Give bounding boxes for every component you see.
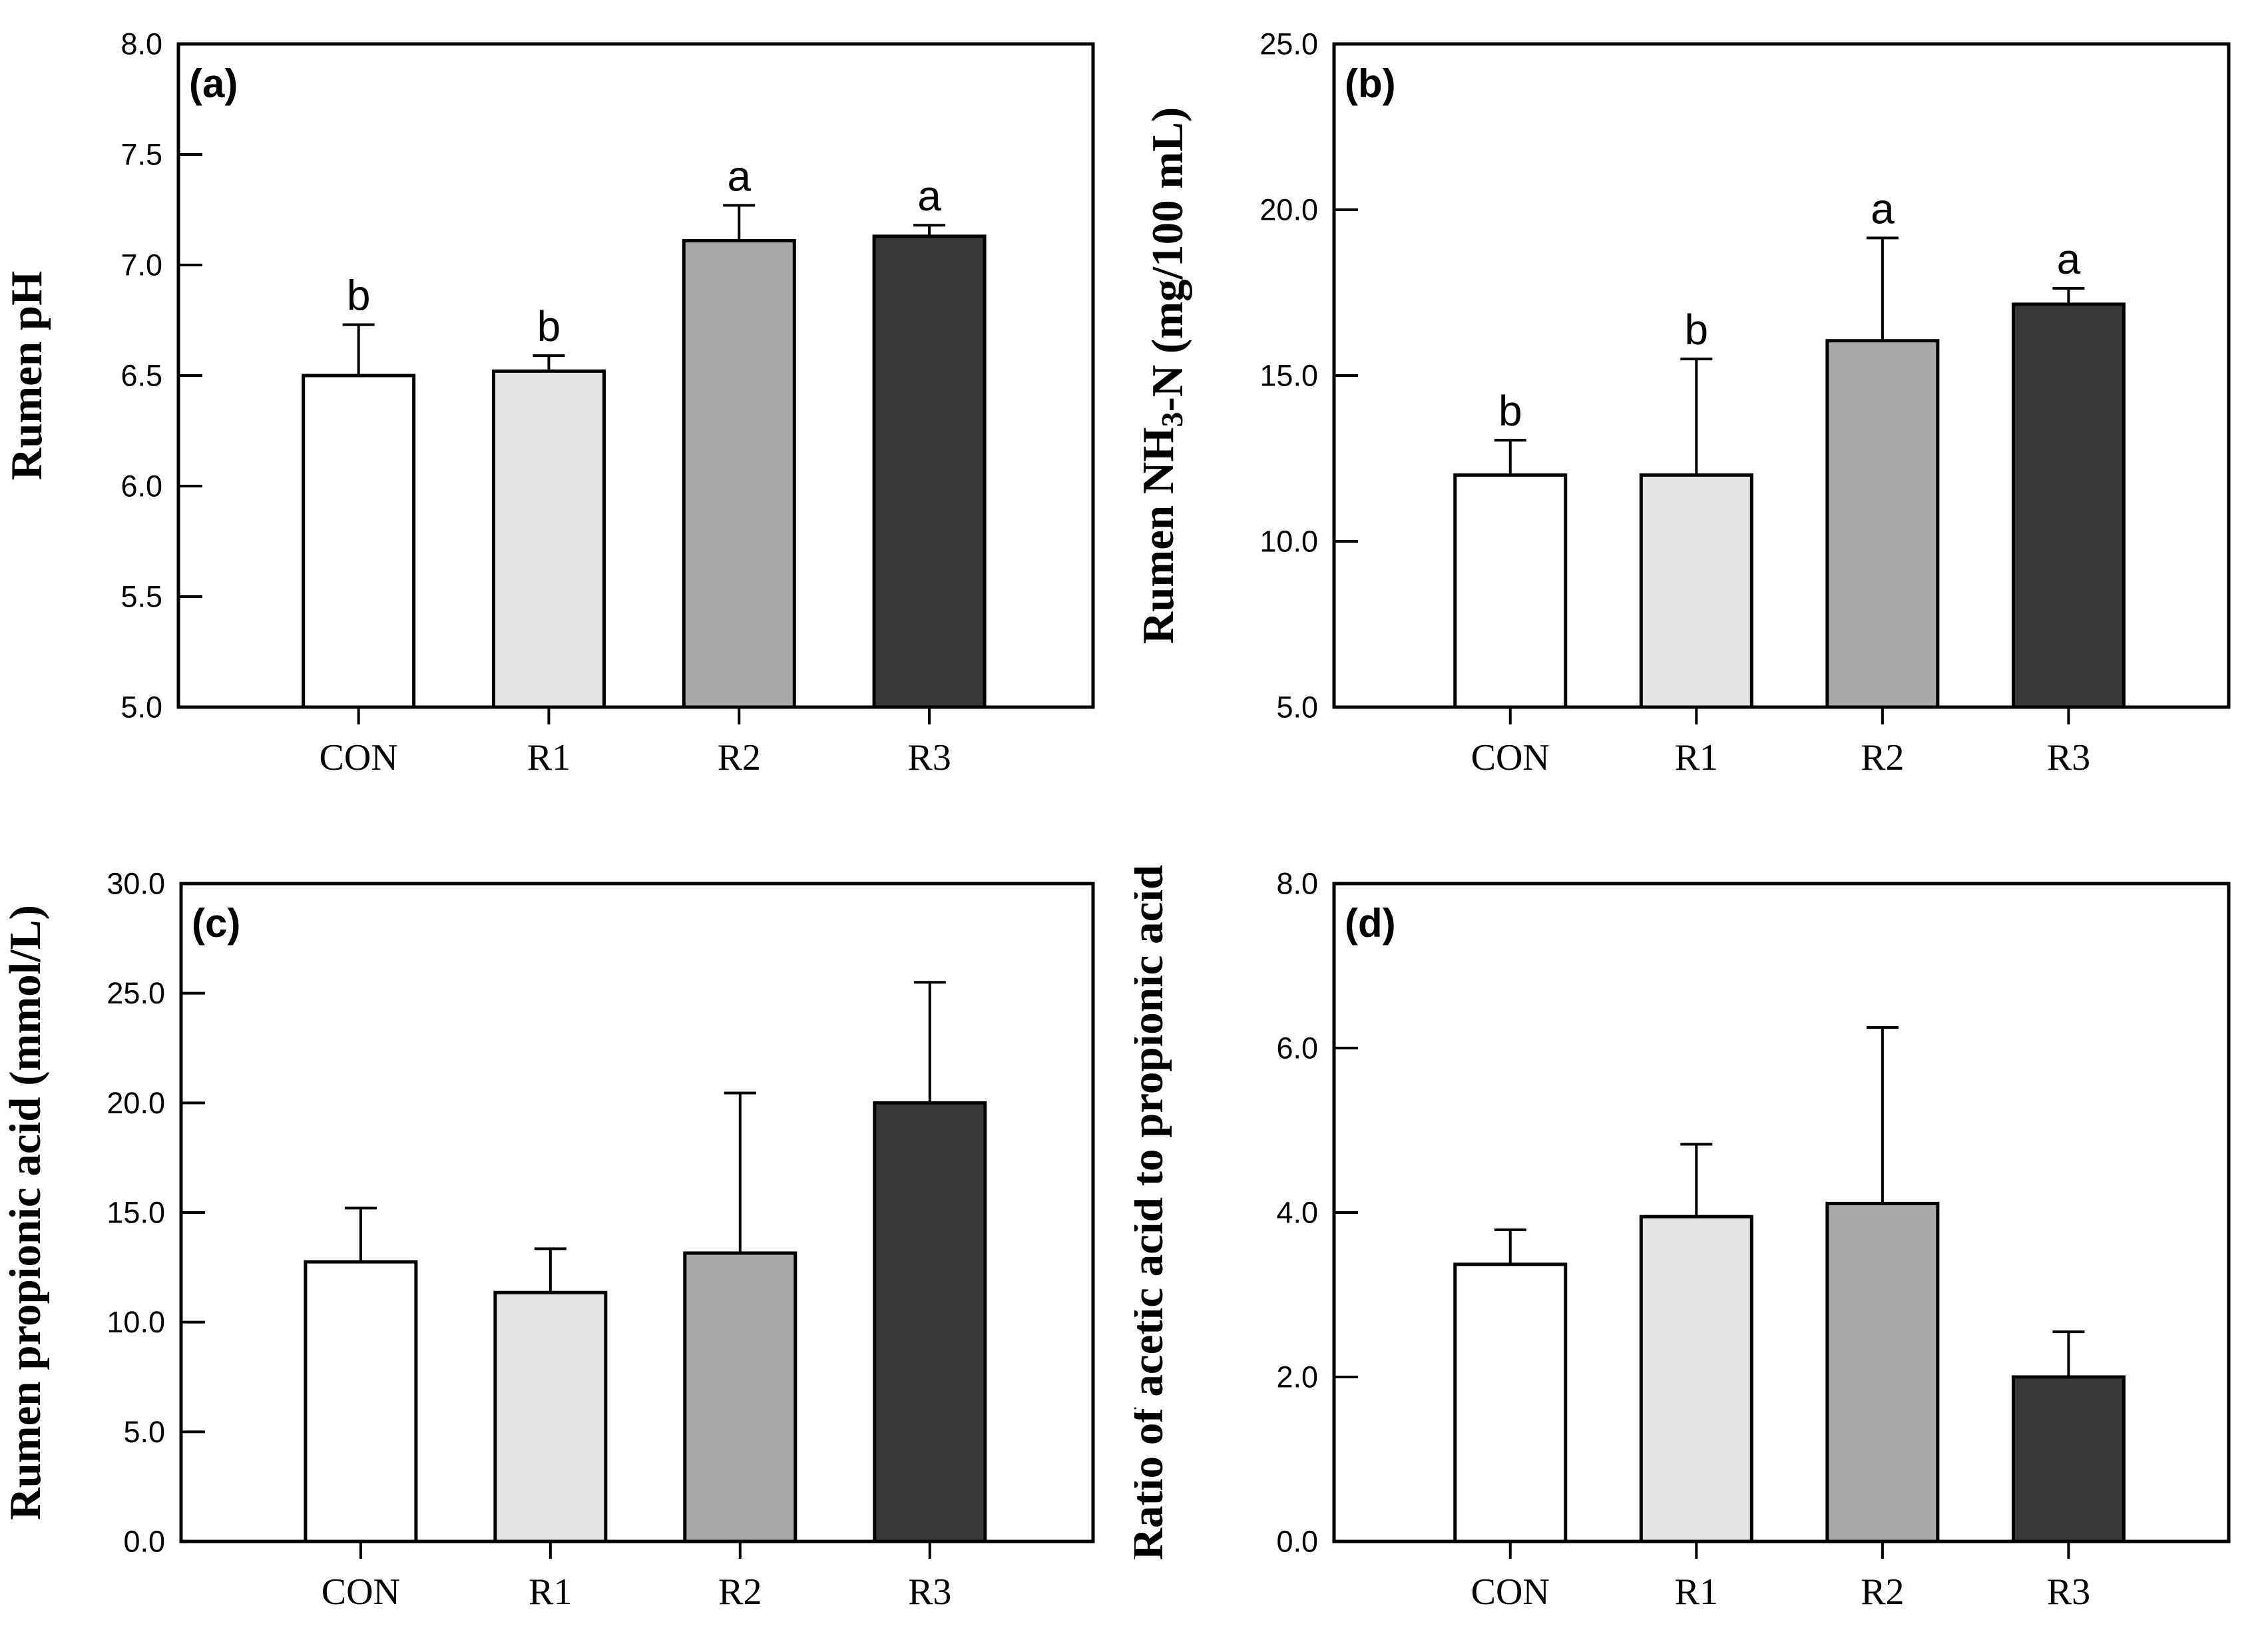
bar-CON [1453,473,1567,709]
significance-letter: b [537,302,561,350]
panel-label: (d) [1345,901,1396,946]
y-axis-title: Ratio of acetic acid to propionic acid [1134,865,1172,1561]
y-tick-label: 25.0 [1259,27,1318,61]
plot-frame [1332,882,2230,1543]
significance-letter: a [2056,235,2080,283]
y-tick-label: 5.0 [123,1415,165,1449]
y-tick-label: 0.0 [123,1525,165,1559]
y-tick-label: 6.0 [1276,1031,1318,1065]
panel-a-chart: 5.0 5.5 6.0 6.5 7.0 7.5 8.0 b CON b R1 a R2 a R3 (a) Rum… [2,27,1095,778]
y-axis-title: Rumen propionic acid (mmol/L) [1,905,50,1520]
y-axis-title: Rumen pH [2,271,51,481]
x-category-label: R1 [529,1571,572,1613]
x-category-label: R2 [1861,1571,1904,1613]
plot-frame [176,42,1095,709]
x-category-label: CON [320,737,398,778]
panel-b-chart: 5.0 10.0 15.0 20.0 25.0 b CON b R1 a R2 a R3 (b) Rumen… [1134,27,2230,778]
x-category-label: R2 [718,737,761,778]
x-category-label: R1 [1674,737,1717,778]
panel-label: (c) [192,901,240,946]
panel-b: 5.0 10.0 15.0 20.0 25.0 b CON b R1 a R2 a R3 (b) Rumen… [1134,0,2268,819]
x-category-label: R3 [2046,737,2090,778]
y-tick-label: 25.0 [107,976,165,1010]
bar-R2 [1825,1201,1939,1543]
y-tick-label: 20.0 [107,1086,165,1120]
y-tick-label: 2.0 [1276,1360,1318,1394]
bar-R1 [491,369,606,709]
significance-letter: b [1498,387,1522,435]
panel-label: (a) [189,61,238,106]
y-tick-label: 8.0 [120,27,162,61]
y-axis-title: Rumen NH3-N (mg/100 mL) [1134,107,1192,644]
x-category-label: R3 [2046,1571,2090,1613]
plot-frame [179,882,1095,1543]
x-category-label: CON [1471,737,1549,778]
panel-label: (b) [1345,61,1396,106]
bar-CON [304,1260,418,1543]
y-tick-label: 7.0 [120,248,162,282]
bar-R1 [1639,473,1753,709]
x-category-label: R2 [718,1571,762,1613]
significance-letter: a [727,152,751,200]
y-tick-label: 8.0 [1276,867,1318,901]
y-tick-label: 4.0 [1276,1196,1318,1230]
bar-R3 [872,234,987,709]
y-tick-label: 30.0 [107,867,165,901]
bar-CON [1453,1262,1567,1543]
panel-d-chart: 0.0 2.0 4.0 6.0 8.0 CON R1 R2 R3 (d) Ratio of acet… [1134,865,2230,1613]
y-tick-label: 15.0 [107,1196,165,1230]
y-tick-label: 20.0 [1259,193,1318,227]
x-category-label: R1 [527,737,570,778]
bar-R3 [2011,1375,2126,1543]
x-category-label: R2 [1861,737,1904,778]
bar-R1 [1639,1215,1753,1543]
x-category-label: R1 [1674,1571,1717,1613]
panel-c: 0.0 5.0 10.0 15.0 20.0 25.0 30.0 CON R1 R2 R3 (c) Ru… [0,819,1134,1638]
y-tick-label: 6.0 [120,469,162,503]
y-tick-label: 7.5 [120,138,162,172]
bar-R2 [1825,339,1939,709]
bar-R1 [493,1290,608,1543]
y-tick-label: 0.0 [1276,1525,1318,1559]
significance-letter: b [347,272,371,320]
plot-frame [1332,42,2230,709]
bar-R2 [683,1251,797,1543]
y-tick-label: 5.5 [120,580,162,614]
panel-d: 0.0 2.0 4.0 6.0 8.0 CON R1 R2 R3 (d) Ratio of acet… [1134,819,2268,1638]
bar-R3 [873,1101,987,1543]
significance-letter: a [1871,184,1895,232]
bar-R2 [682,238,796,709]
y-tick-label: 5.0 [120,690,162,724]
y-tick-label: 15.0 [1259,359,1318,393]
y-tick-label: 10.0 [107,1305,165,1339]
panel-c-chart: 0.0 5.0 10.0 15.0 20.0 25.0 30.0 CON R1 R2 R3 (c) Ru… [1,867,1095,1613]
bar-CON [302,374,416,709]
y-tick-label: 5.0 [1276,690,1318,724]
x-category-label: CON [322,1571,400,1613]
y-tick-label: 10.0 [1259,525,1318,559]
x-category-label: CON [1471,1571,1549,1613]
significance-letter: a [917,172,941,220]
bar-R3 [2011,302,2126,709]
significance-letter: b [1684,306,1708,354]
x-category-label: R3 [907,737,951,778]
y-tick-label: 6.5 [120,359,162,393]
panel-a: 5.0 5.5 6.0 6.5 7.0 7.5 8.0 b CON b R1 a R2 a R3 (a) Rum… [0,0,1134,819]
x-category-label: R3 [908,1571,951,1613]
